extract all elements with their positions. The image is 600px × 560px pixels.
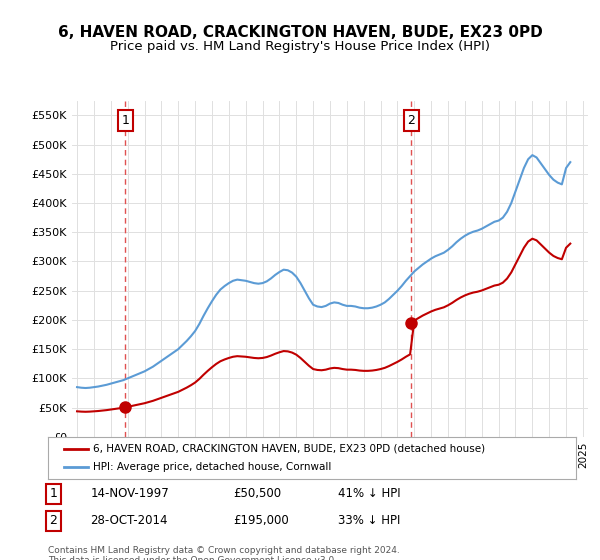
Text: 6, HAVEN ROAD, CRACKINGTON HAVEN, BUDE, EX23 0PD (detached house): 6, HAVEN ROAD, CRACKINGTON HAVEN, BUDE, …	[93, 444, 485, 454]
Text: 14-NOV-1997: 14-NOV-1997	[90, 487, 169, 501]
Text: 33% ↓ HPI: 33% ↓ HPI	[338, 514, 401, 528]
Text: £50,500: £50,500	[233, 487, 281, 501]
Text: £195,000: £195,000	[233, 514, 289, 528]
Text: 6, HAVEN ROAD, CRACKINGTON HAVEN, BUDE, EX23 0PD: 6, HAVEN ROAD, CRACKINGTON HAVEN, BUDE, …	[58, 25, 542, 40]
Text: HPI: Average price, detached house, Cornwall: HPI: Average price, detached house, Corn…	[93, 462, 331, 472]
Text: 41% ↓ HPI: 41% ↓ HPI	[338, 487, 401, 501]
Text: 1: 1	[49, 487, 57, 501]
Text: 2: 2	[407, 114, 415, 127]
Text: 2: 2	[49, 514, 57, 528]
Text: 28-OCT-2014: 28-OCT-2014	[90, 514, 168, 528]
Text: Contains HM Land Registry data © Crown copyright and database right 2024.
This d: Contains HM Land Registry data © Crown c…	[48, 546, 400, 560]
Text: Price paid vs. HM Land Registry's House Price Index (HPI): Price paid vs. HM Land Registry's House …	[110, 40, 490, 53]
Text: 1: 1	[122, 114, 130, 127]
